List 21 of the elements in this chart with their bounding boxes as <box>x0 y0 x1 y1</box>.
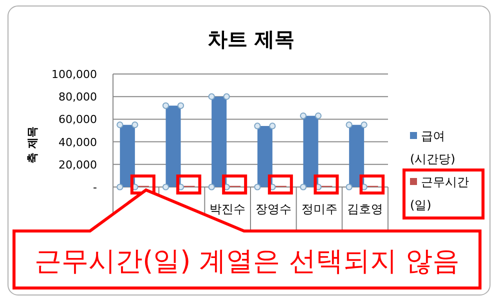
y-tick-label: 80,000 <box>58 90 97 104</box>
bar <box>120 124 135 187</box>
y-tick-label: 60,000 <box>58 113 97 126</box>
text: 근무시간(일) 계열은 선택되지 않음 <box>34 246 460 277</box>
legend-label: 근무시간(일) <box>410 175 469 212</box>
x-tick-label: 김호영 <box>347 202 384 216</box>
bar <box>257 126 272 187</box>
x-tick-label: 박진수 <box>210 202 246 216</box>
y-tick-label: 20,000 <box>58 158 97 172</box>
y-tick-label: 40,000 <box>58 136 97 149</box>
bar <box>349 124 364 187</box>
legend-label: 급여(시간당) <box>410 129 456 166</box>
bar <box>303 116 318 187</box>
y-tick-label: 100,000 <box>52 68 97 81</box>
x-tick-label: 정미주 <box>301 202 338 216</box>
x-tick-label: 장영수 <box>255 202 292 216</box>
y-tick-label: - <box>93 181 98 194</box>
bar <box>212 96 227 187</box>
y-axis-title: 축 제목 <box>26 126 39 164</box>
bar <box>166 106 181 187</box>
chart-title: 차트 제목 <box>208 27 294 51</box>
